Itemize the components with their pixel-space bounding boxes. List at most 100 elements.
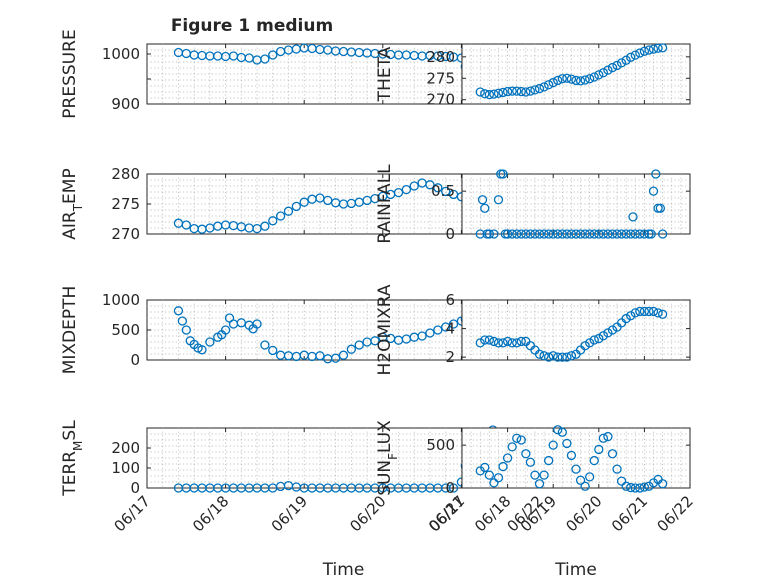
data-point [417,331,427,341]
data-point [539,470,549,480]
data-point [628,212,638,222]
data-point [639,306,650,317]
y-axis-label-subscript: T [71,203,85,212]
data-point [626,52,636,62]
y-tick-label: 275 [111,195,140,213]
x-axis-label: Time [322,560,365,580]
y-axis-label-subscript: F [386,453,400,460]
data-point [181,220,191,230]
axes-frame [461,43,691,105]
data-point [566,450,577,461]
data-point [635,306,645,317]
data-point [635,229,645,239]
y-tick-label: 0 [445,479,455,497]
data-point [525,86,536,96]
x-tick-label: 06/22 [654,492,697,535]
data-point [260,340,270,350]
data-point [557,427,567,437]
data-point [562,229,572,239]
data-point [475,87,485,97]
data-point [539,82,549,92]
y-axis-label-subscript: M [71,441,85,451]
data-point [543,455,554,466]
data-point [648,186,659,196]
data-point [603,65,613,75]
data-point [299,197,309,207]
y-tick-label: 2 [445,348,455,366]
data-point [173,306,184,316]
data-point [616,476,627,486]
y-axis-label: AIRTEMP [60,168,85,239]
y-tick-label: 270 [426,91,455,109]
y-tick-label: 100 [111,459,140,477]
data-point [626,482,636,493]
data-point [607,449,618,459]
data-point [607,325,618,335]
data-point [566,351,577,361]
y-tick-label: 1000 [102,291,140,309]
data-point [530,229,540,239]
data-point [498,461,508,472]
y-axis-label-part: AIR [60,211,80,240]
y-tick-label: 280 [111,165,140,183]
data-point [181,325,191,335]
data-point [534,229,545,239]
data-point [480,335,490,345]
data-point [646,229,656,239]
x-tick-label: 06/21 [608,492,651,535]
data-point [205,337,215,347]
x-tick-label: 06/19 [268,492,311,535]
data-point [557,352,567,362]
data-point [548,77,558,88]
data-point [655,203,666,213]
data-point [493,88,504,98]
y-axis-label-part: TERR [60,451,80,497]
data-point [409,181,419,191]
data-point [566,229,577,239]
data-point [534,479,545,489]
data-point [557,74,567,84]
data-point [516,229,526,239]
data-point [268,345,278,356]
data-point [657,43,668,53]
data-point [484,229,495,239]
data-point [639,482,650,492]
y-axis-label: TERRMSL [60,420,85,497]
data-point [534,349,545,359]
data-point [651,169,661,179]
data-point [484,470,495,480]
data-point [441,186,451,197]
data-point [594,444,604,455]
data-point [448,483,459,493]
data-point [489,89,499,99]
data-point [197,345,207,355]
data-point [480,203,490,213]
data-point [635,48,645,58]
data-point [516,86,526,97]
data-point [612,229,622,239]
data-point [571,75,581,86]
data-point [480,89,490,99]
data-point [653,43,663,53]
data-point [644,306,654,317]
data-point [657,479,668,489]
data-point [585,472,595,482]
data-point [585,338,595,348]
data-point [598,433,609,443]
y-axis-label: MIXDEPTH [60,286,80,375]
data-point [512,86,522,96]
y-tick-label: 500 [426,436,455,454]
y-tick-label: 0 [130,479,140,497]
y-tick-label: 900 [111,95,140,113]
data-point [557,229,567,239]
x-axis-label: Time [554,560,597,580]
x-tick-label: 06/20 [562,492,605,535]
data-point [502,453,513,463]
data-point [521,87,531,97]
data-point [525,229,536,239]
x-tick-label: 06/17 [426,492,469,535]
data-point [480,462,490,473]
data-point [657,229,668,239]
data-point [252,319,262,329]
